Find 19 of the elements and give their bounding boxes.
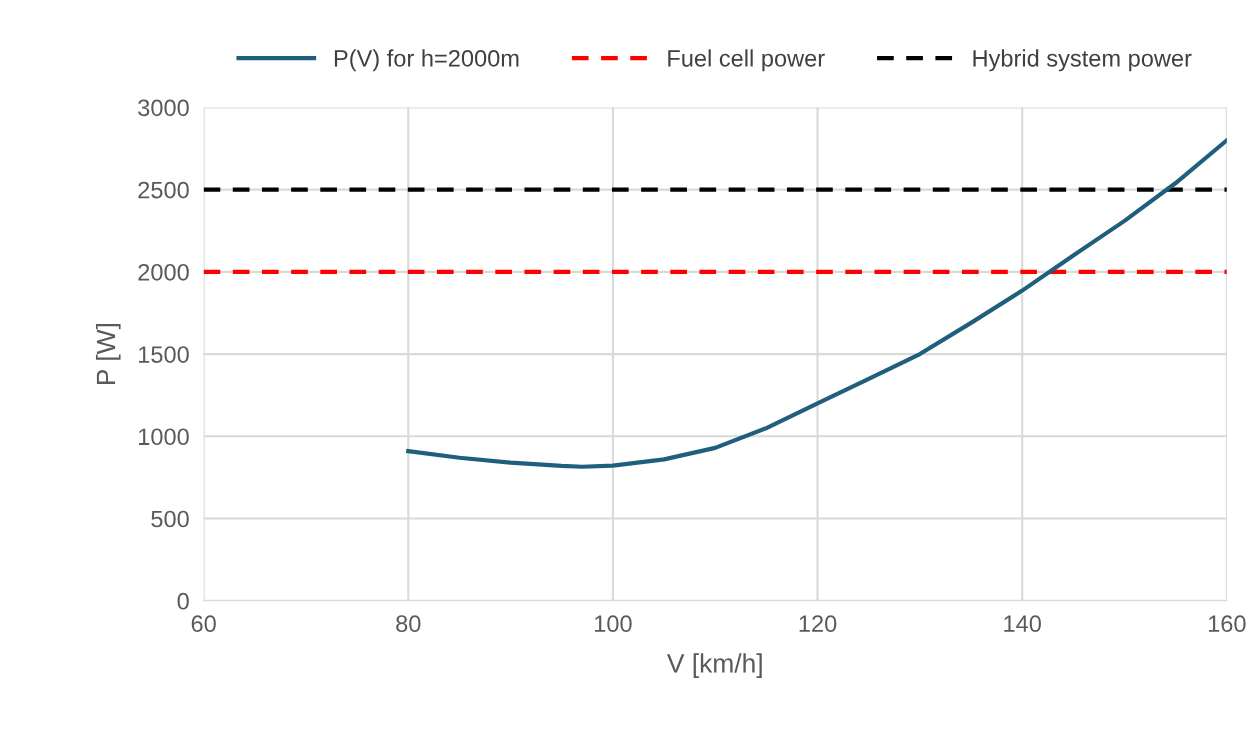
legend-label: Fuel cell power <box>668 49 825 72</box>
x-tick-label: 80 <box>396 615 421 633</box>
y-tick-label: 3000 <box>138 99 189 117</box>
legend-label: Hybrid system power <box>973 49 1192 72</box>
x-tick-label: 60 <box>191 615 216 633</box>
legend-label: P(V) for h=2000m <box>334 49 519 72</box>
y-tick-label: 0 <box>177 592 189 610</box>
y-axis-title: P [W] <box>95 323 121 384</box>
y-tick-label: 2500 <box>138 181 189 199</box>
line-series <box>406 138 1227 469</box>
y-tick-label: 1000 <box>139 428 189 446</box>
y-tick-label: 1500 <box>139 346 189 363</box>
y-tick-label: 500 <box>151 510 189 528</box>
x-tick-label: 160 <box>1208 615 1246 633</box>
x-tick-label: 120 <box>799 615 837 633</box>
x-axis-title: V [km/h] <box>666 653 762 678</box>
x-tick-label: 100 <box>595 615 632 633</box>
x-tick-label: 140 <box>1004 615 1041 633</box>
y-tick-label: 2000 <box>138 263 189 281</box>
